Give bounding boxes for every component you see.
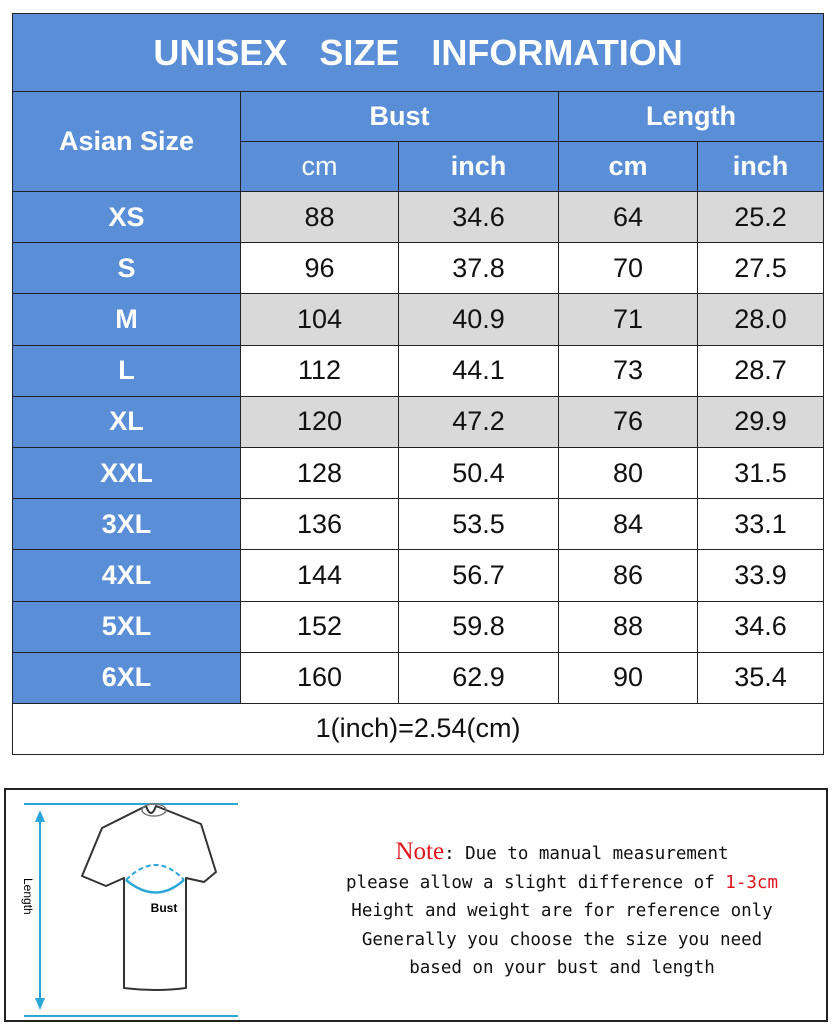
cell-bust-in: 56.7 — [398, 549, 559, 602]
cell-len-cm: 73 — [558, 344, 698, 397]
cell-len-in: 28.7 — [696, 344, 825, 397]
size-label: XL — [12, 395, 241, 448]
cell-bust-in: 34.6 — [398, 190, 559, 244]
size-label: L — [12, 344, 241, 397]
cell-len-in: 35.4 — [696, 651, 825, 704]
header-bust-cm: cm — [240, 141, 399, 192]
cell-bust-cm: 88 — [240, 190, 399, 244]
cell-len-cm: 64 — [558, 190, 698, 244]
table-row: M 104 40.9 71 28.0 — [12, 293, 825, 346]
table-row: 5XL 152 59.8 88 34.6 — [12, 600, 825, 653]
measurement-guide: Bust Length Note: Due to manual measurem… — [4, 788, 828, 1022]
table-title: UNISEX SIZE INFORMATION — [11, 13, 825, 92]
table-row: L 112 44.1 73 28.7 — [12, 344, 825, 397]
cell-bust-in: 47.2 — [398, 395, 559, 448]
table-row: XXL 128 50.4 80 31.5 — [12, 446, 825, 500]
size-label: 5XL — [12, 600, 241, 653]
cell-bust-cm: 128 — [240, 446, 399, 500]
table-row: 4XL 144 56.7 86 33.9 — [12, 549, 825, 602]
size-label: 6XL — [12, 651, 241, 704]
table-row: XL 120 47.2 76 29.9 — [12, 395, 825, 448]
cell-len-cm: 88 — [558, 600, 698, 653]
header-bust-inch: inch — [398, 141, 559, 192]
cell-bust-in: 44.1 — [398, 344, 559, 397]
cell-bust-in: 37.8 — [398, 242, 559, 295]
table-row: S 96 37.8 70 27.5 — [12, 242, 825, 295]
header-length: Length — [557, 91, 825, 142]
cell-bust-cm: 112 — [240, 344, 399, 397]
cell-len-cm: 70 — [558, 242, 698, 295]
cell-bust-cm: 152 — [240, 600, 399, 653]
size-label: M — [12, 293, 241, 346]
tshirt-diagram: Bust Length — [21, 803, 238, 1017]
cell-len-in: 27.5 — [696, 242, 825, 295]
cell-bust-cm: 160 — [240, 651, 399, 704]
header-bust: Bust — [240, 91, 559, 142]
cell-len-in: 34.6 — [696, 600, 825, 653]
size-label: XXL — [12, 446, 241, 500]
bust-label: Bust — [151, 901, 178, 915]
length-label: Length — [21, 878, 35, 915]
table-row: XS 88 34.6 64 25.2 — [12, 190, 825, 244]
cell-len-in: 29.9 — [696, 395, 825, 448]
cell-bust-cm: 104 — [240, 293, 399, 346]
cell-bust-in: 62.9 — [398, 651, 559, 704]
cell-bust-in: 59.8 — [398, 600, 559, 653]
cell-len-in: 33.1 — [696, 498, 825, 551]
size-label: 4XL — [12, 549, 241, 602]
cell-bust-cm: 120 — [240, 395, 399, 448]
size-label: S — [12, 242, 241, 295]
cell-bust-in: 53.5 — [398, 498, 559, 551]
cell-len-cm: 86 — [558, 549, 698, 602]
cell-bust-cm: 136 — [240, 498, 399, 551]
cell-len-in: 31.5 — [696, 446, 825, 500]
cell-len-cm: 71 — [558, 293, 698, 346]
cell-len-in: 25.2 — [696, 190, 825, 244]
header-length-inch: inch — [696, 141, 825, 192]
cell-len-cm: 90 — [558, 651, 698, 704]
note-label: Note — [395, 838, 445, 865]
cell-len-cm: 80 — [558, 446, 698, 500]
conversion-footnote: 1(inch)=2.54(cm) — [11, 702, 825, 755]
note-text: Note: Due to manual measurement please a… — [346, 838, 778, 978]
cell-bust-in: 50.4 — [398, 446, 559, 500]
tolerance-highlight: 1-3cm — [725, 872, 778, 893]
cell-len-in: 28.0 — [696, 293, 825, 346]
size-label: 3XL — [12, 498, 241, 551]
size-table: UNISEX SIZE INFORMATION Asian Size Bust … — [11, 13, 825, 755]
table-row: 3XL 136 53.5 84 33.1 — [12, 498, 825, 551]
cell-len-cm: 76 — [558, 395, 698, 448]
header-asian-size: Asian Size — [12, 91, 241, 192]
cell-bust-cm: 144 — [240, 549, 399, 602]
cell-len-in: 33.9 — [696, 549, 825, 602]
cell-bust-in: 40.9 — [398, 293, 559, 346]
size-label: XS — [12, 190, 241, 244]
header-length-cm: cm — [558, 141, 698, 192]
table-row: 6XL 160 62.9 90 35.4 — [12, 651, 825, 704]
cell-bust-cm: 96 — [240, 242, 399, 295]
cell-len-cm: 84 — [558, 498, 698, 551]
